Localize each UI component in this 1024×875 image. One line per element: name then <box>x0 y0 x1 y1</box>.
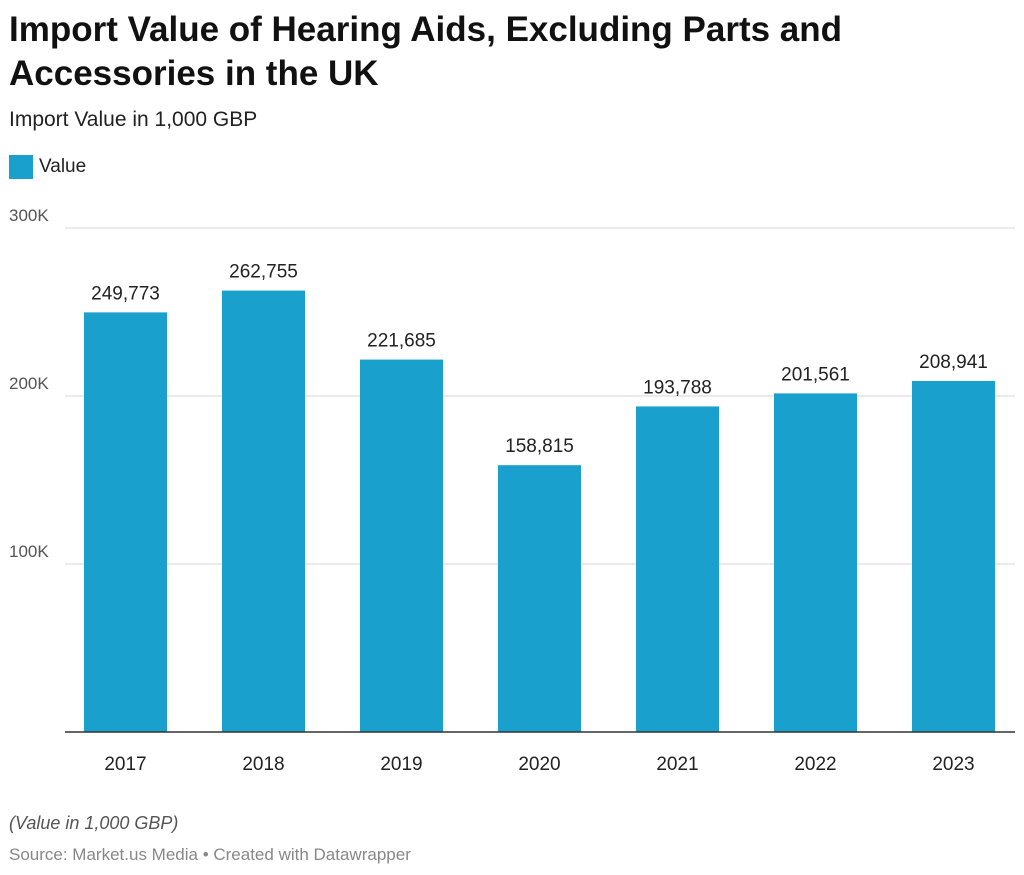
bar-2023 <box>912 380 995 732</box>
legend-swatch <box>9 155 33 179</box>
data-label-2018: 262,755 <box>229 262 298 283</box>
data-labels: 249,773 262,755 221,685 158,815 193,788 201,5… <box>91 262 988 458</box>
data-label-2020: 158,815 <box>505 436 574 457</box>
x-tick-label-2017: 2017 <box>104 754 146 775</box>
bar-chart: 100K 200K 300K 249,773 262,755 221,685 158,81… <box>9 206 1015 775</box>
data-label-2019: 221,685 <box>367 331 436 352</box>
x-tick-label-2021: 2021 <box>656 754 698 775</box>
x-axis: 2017 2018 2019 2020 2021 2022 2023 <box>65 731 1015 775</box>
x-tick-label-2020: 2020 <box>518 754 560 775</box>
footnote: (Value in 1,000 GBP) <box>9 813 179 833</box>
x-tick-label-2023: 2023 <box>932 754 974 775</box>
bar-2020 <box>498 465 581 732</box>
x-tick-label-2022: 2022 <box>794 754 836 775</box>
bar-2019 <box>360 359 443 732</box>
bar-2021 <box>636 406 719 732</box>
data-label-2022: 201,561 <box>781 364 850 385</box>
y-tick-label: 100K <box>9 542 49 561</box>
chart-title: Import Value of Hearing Aids, Excluding … <box>9 10 843 93</box>
data-label-2021: 193,788 <box>643 377 712 398</box>
y-tick-label: 200K <box>9 374 49 393</box>
legend-label: Value <box>39 156 87 177</box>
data-label-2017: 249,773 <box>91 283 160 304</box>
x-tick-label-2018: 2018 <box>242 754 284 775</box>
bar-2017 <box>84 312 167 732</box>
source-credit: Source: Market.us Media • Created with D… <box>9 845 411 864</box>
data-label-2023: 208,941 <box>919 352 988 373</box>
bars <box>84 290 995 732</box>
y-tick-label: 300K <box>9 206 49 225</box>
bar-2022 <box>774 393 857 732</box>
chart-subtitle: Import Value in 1,000 GBP <box>9 108 258 131</box>
bar-2018 <box>222 290 305 732</box>
x-tick-label-2019: 2019 <box>380 754 422 775</box>
legend: Value <box>9 155 86 179</box>
